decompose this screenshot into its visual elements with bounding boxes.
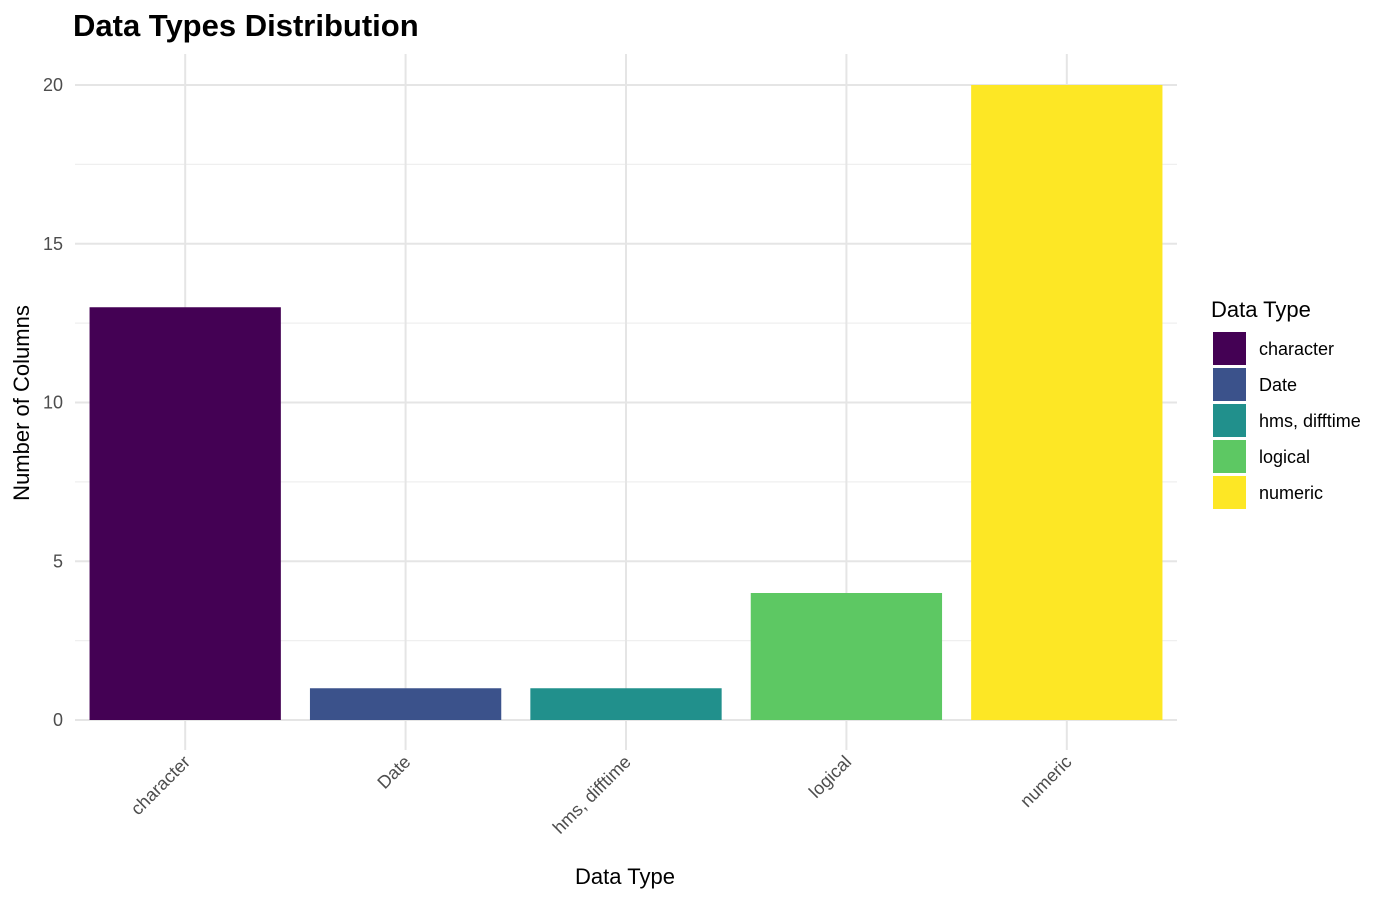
- y-tick-label: 10: [43, 393, 63, 413]
- x-axis-title: Data Type: [575, 864, 675, 889]
- x-tick-label: character: [127, 752, 194, 819]
- x-tick-label: numeric: [1016, 752, 1075, 811]
- legend-swatch: [1213, 476, 1246, 509]
- legend-label: character: [1259, 339, 1334, 359]
- legend-swatch: [1213, 404, 1246, 437]
- legend-swatch: [1213, 440, 1246, 473]
- x-axis-ticks: character Date hms, difftime logical numeric: [127, 752, 1076, 838]
- legend-label: logical: [1259, 447, 1310, 467]
- bar-logical: [750, 593, 943, 720]
- x-tick-label: hms, difftime: [549, 752, 635, 838]
- bar-numeric: [971, 85, 1163, 720]
- y-axis-ticks: 0 5 10 15 20: [43, 75, 63, 730]
- bars: [89, 85, 1163, 720]
- y-axis-title: Number of Columns: [9, 305, 34, 501]
- legend-title: Data Type: [1211, 297, 1311, 322]
- legend-swatch: [1213, 368, 1246, 401]
- y-tick-label: 0: [53, 710, 63, 730]
- legend-label: Date: [1259, 375, 1297, 395]
- x-tick-label: Date: [373, 752, 414, 793]
- y-tick-label: 5: [53, 551, 63, 571]
- legend-label: hms, difftime: [1259, 411, 1361, 431]
- y-tick-label: 15: [43, 234, 63, 254]
- legend-label: numeric: [1259, 483, 1323, 503]
- chart-title: Data Types Distribution: [73, 8, 419, 43]
- bar-date: [309, 688, 502, 720]
- y-tick-label: 20: [43, 75, 63, 95]
- legend: Data Type character Date hms, difftime logi…: [1211, 297, 1361, 509]
- legend-swatch: [1213, 332, 1246, 365]
- x-tick-label: logical: [805, 752, 855, 802]
- bar-hms-difftime: [530, 688, 722, 720]
- bar-character: [89, 307, 281, 720]
